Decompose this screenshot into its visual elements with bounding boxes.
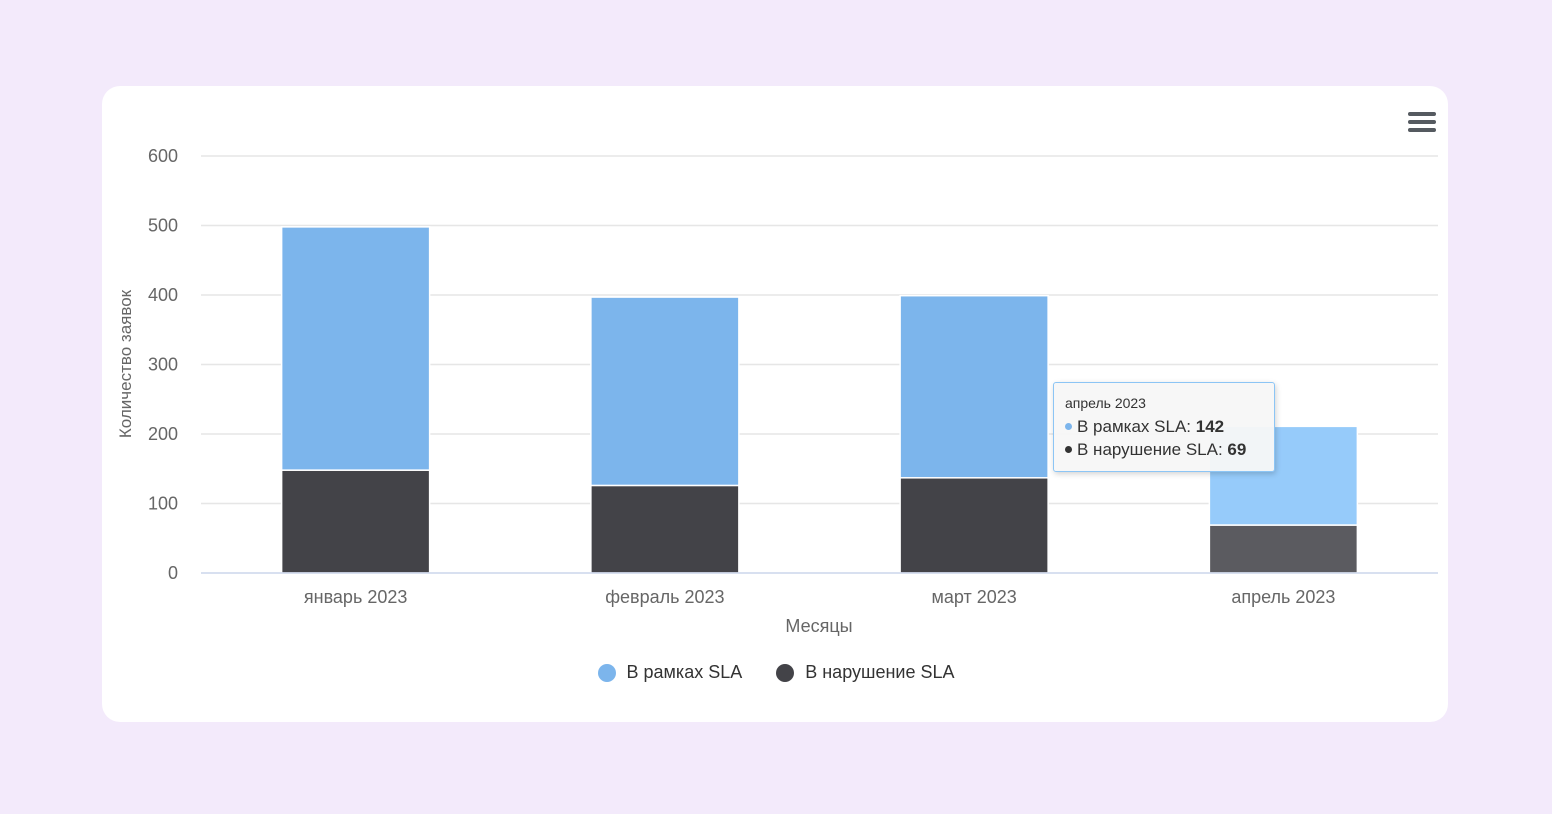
chart-tooltip: апрель 2023 В рамках SLA: 142 В нарушени… (1053, 382, 1275, 472)
y-axis-ticks: 0 100 200 300 400 500 600 (148, 146, 178, 583)
legend-item-within-sla[interactable]: В рамках SLA (597, 662, 743, 683)
y-tick-label: 100 (148, 494, 178, 514)
tooltip-row-label: В нарушение SLA: (1077, 440, 1228, 459)
x-axis-ticks: январь 2023 февраль 2023 март 2023 апрель 2… (304, 587, 1336, 607)
bar-segment[interactable] (1208, 524, 1359, 574)
bar-segment[interactable] (899, 294, 1049, 479)
y-axis-title: Количество заявок (116, 289, 135, 438)
legend-dot-icon (776, 663, 795, 682)
bar-segment[interactable] (899, 477, 1049, 574)
x-tick-label: апрель 2023 (1231, 587, 1335, 607)
chart-legend: В рамках SLA В нарушение SLA (0, 662, 1552, 683)
x-tick-label: март 2023 (931, 587, 1016, 607)
x-tick-label: январь 2023 (304, 587, 408, 607)
x-axis-title: Месяцы (785, 616, 852, 636)
legend-label: В нарушение SLA (805, 662, 955, 682)
bar-segment[interactable] (590, 296, 740, 487)
y-tick-label: 400 (148, 285, 178, 305)
tooltip-row-within-sla: В рамках SLA: 142 (1065, 415, 1263, 438)
series-dot-icon (1065, 423, 1072, 431)
tooltip-title: апрель 2023 (1065, 395, 1146, 411)
series-dot-icon (1065, 446, 1072, 454)
y-tick-label: 200 (148, 424, 178, 444)
tooltip-row-value: 69 (1227, 440, 1247, 459)
tooltip-row-violation-sla: В нарушение SLA: 69 (1065, 438, 1263, 461)
x-tick-label: февраль 2023 (605, 587, 724, 607)
legend-label: В рамках SLA (626, 662, 743, 682)
legend-item-violation-sla[interactable]: В нарушение SLA (776, 662, 954, 683)
bar-segment[interactable] (280, 469, 431, 574)
y-tick-label: 500 (148, 216, 178, 236)
tooltip-row-label: В рамках SLA: (1077, 417, 1196, 436)
y-tick-label: 0 (168, 563, 178, 583)
y-tick-label: 300 (148, 355, 178, 375)
bar-segment[interactable] (590, 484, 740, 574)
hamburger-menu-icon[interactable] (1408, 112, 1436, 136)
legend-dot-icon (597, 663, 616, 682)
y-tick-label: 600 (148, 146, 178, 166)
bar-segment[interactable] (280, 226, 431, 471)
tooltip-row-value: 142 (1195, 417, 1225, 436)
